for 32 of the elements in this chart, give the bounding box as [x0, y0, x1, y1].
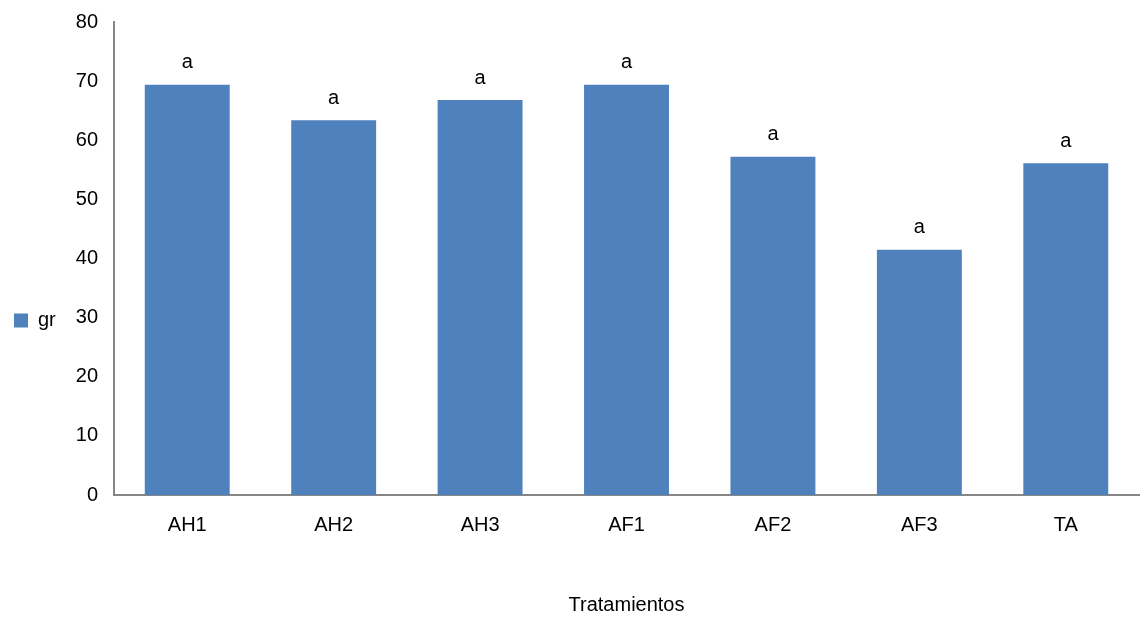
bar — [1023, 163, 1109, 495]
x-tick-label: AF1 — [608, 512, 645, 535]
y-tick-label: 50 — [75, 186, 99, 209]
annotation: a — [181, 50, 194, 73]
bar — [144, 84, 230, 495]
annotation: a — [620, 50, 633, 73]
annotation: a — [767, 122, 780, 145]
x-tick-label: AF2 — [754, 512, 792, 535]
annotation: a — [1060, 128, 1073, 151]
x-tick-label: AH2 — [314, 512, 354, 535]
bar — [291, 120, 377, 495]
annotation: a — [913, 215, 926, 238]
y-tick-label: 30 — [75, 305, 99, 328]
y-tick-label: 20 — [75, 364, 99, 387]
legend-label: gr — [38, 308, 57, 331]
bar — [730, 156, 816, 495]
bar — [876, 249, 962, 495]
y-tick-label: 10 — [75, 423, 99, 446]
y-tick-label: 40 — [75, 246, 99, 269]
bar — [584, 84, 669, 495]
x-tick-label: TA — [1053, 512, 1079, 535]
y-tick-label: 70 — [75, 68, 99, 91]
y-tick-label: 60 — [75, 127, 99, 150]
annotation: a — [474, 65, 487, 88]
x-tick-label: AH1 — [167, 512, 207, 535]
y-tick-label: 0 — [86, 482, 99, 505]
y-tick-label: 80 — [75, 9, 99, 32]
x-tick-label: AF3 — [901, 512, 938, 535]
annotation: a — [328, 85, 341, 108]
bar — [437, 100, 523, 495]
x-axis-title: Tratamientos — [568, 592, 685, 615]
x-tick-label: AH3 — [460, 512, 500, 535]
